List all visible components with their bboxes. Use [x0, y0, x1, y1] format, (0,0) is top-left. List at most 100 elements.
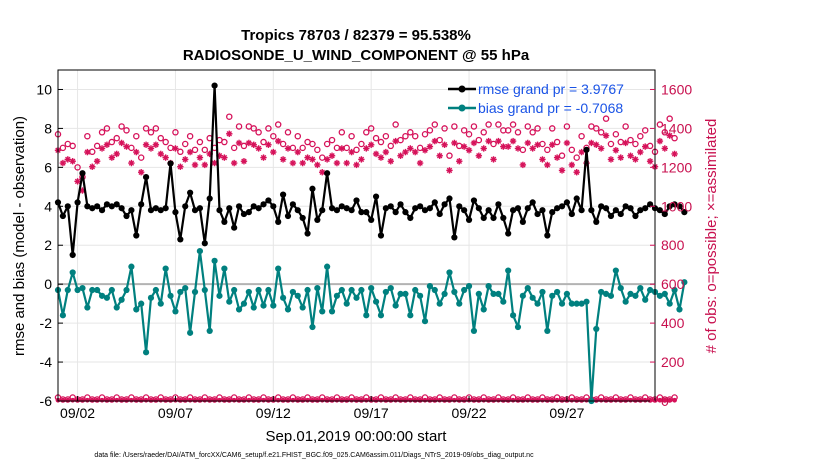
rmse-point [529, 199, 536, 206]
obs-possible-marker [113, 134, 120, 142]
obs-possible-marker [534, 125, 541, 132]
obs-assimilated-marker [304, 154, 311, 161]
obs-assimilated-marker [426, 143, 434, 150]
obs-assimilated-marker [177, 163, 184, 170]
obs-assimilated-low-marker [89, 397, 95, 403]
rmse-point [333, 207, 341, 214]
obs-assimilated-low-marker [500, 397, 506, 403]
bias-point [279, 294, 287, 301]
obs-possible-marker [133, 132, 140, 140]
obs-assimilated-low-marker [525, 397, 531, 403]
rmse-point [59, 212, 66, 220]
bias-point [265, 286, 272, 294]
obs-possible-marker [59, 144, 67, 152]
obs-assimilated-marker [128, 159, 135, 167]
rmse-point [475, 205, 482, 212]
bias-point [240, 300, 248, 307]
bias-point [250, 304, 257, 311]
obs-possible-marker [201, 146, 209, 154]
rmse-point [583, 146, 590, 153]
obs-possible-marker [309, 140, 316, 148]
rmse-point [607, 212, 615, 220]
rmse-point [539, 207, 546, 214]
obs-possible-marker [539, 140, 546, 148]
obs-assimilated-marker [118, 139, 125, 147]
bias-point [382, 288, 389, 296]
rmse-point [265, 197, 272, 204]
y-right-tick-label: 400 [661, 315, 685, 331]
bias-point [426, 283, 434, 290]
obs-assimilated-low-marker [427, 397, 433, 403]
obs-assimilated-marker [661, 145, 668, 152]
rmse-point [196, 205, 204, 212]
bias-point [431, 286, 438, 294]
obs-assimilated-low-marker [236, 397, 242, 403]
obs-assimilated-marker [142, 141, 150, 148]
obs-possible-marker [69, 142, 76, 150]
bias-point [558, 300, 566, 307]
obs-assimilated-low-marker [295, 397, 301, 403]
obs-possible-marker [460, 127, 468, 134]
y-right-tick-label: 1600 [661, 81, 692, 97]
bias-point [397, 290, 404, 298]
rmse-point [338, 203, 345, 210]
bias-point [245, 288, 252, 296]
bias-point [607, 292, 615, 299]
bias-point [485, 283, 492, 290]
rmse-point [103, 201, 111, 208]
obs-assimilated-marker [235, 139, 243, 147]
rmse-point [666, 203, 673, 210]
obs-possible-marker [255, 129, 262, 136]
rmse-point [617, 210, 624, 218]
rmse-point [637, 207, 644, 214]
obs-assimilated-marker [157, 150, 164, 158]
obs-assimilated-low-marker [290, 397, 296, 403]
obs-assimilated-low-marker [177, 397, 183, 403]
obs-assimilated-low-marker [217, 397, 222, 403]
rmse-point [505, 230, 512, 237]
bias-point [470, 327, 478, 335]
obs-possible-marker [568, 146, 576, 154]
obs-assimilated-low-marker [451, 397, 457, 403]
obs-assimilated-low-marker [197, 397, 203, 403]
obs-assimilated-marker [260, 154, 267, 161]
y-right-tick-label: 1000 [661, 198, 692, 214]
obs-assimilated-low-marker [549, 397, 555, 403]
obs-possible-marker [250, 125, 257, 132]
bias-point [333, 292, 341, 299]
obs-possible-marker [578, 132, 585, 140]
obs-assimilated-marker [240, 158, 248, 165]
obs-assimilated-low-marker [618, 397, 624, 403]
obs-possible-marker [387, 142, 395, 150]
bias-point [167, 292, 174, 299]
obs-possible-marker [328, 136, 336, 144]
obs-assimilated-low-marker [329, 397, 335, 403]
rmse-point [275, 218, 282, 225]
obs-assimilated-marker [402, 148, 409, 156]
obs-possible-marker [191, 146, 199, 154]
rmse-point [294, 207, 301, 214]
bias-point [284, 306, 292, 313]
obs-assimilated-low-marker [300, 397, 306, 403]
obs-assimilated-marker [137, 169, 145, 176]
obs-assimilated-low-marker [266, 397, 271, 403]
obs-possible-marker [338, 129, 346, 136]
rmse-point [681, 209, 688, 216]
bias-point [495, 290, 502, 298]
obs-assimilated-marker [323, 156, 331, 163]
obs-assimilated-marker [328, 152, 336, 159]
bias-point [583, 298, 590, 305]
rmse-point [407, 214, 414, 222]
obs-assimilated-low-marker [202, 397, 208, 403]
obs-assimilated-marker [64, 156, 71, 163]
obs-assimilated-marker [93, 158, 101, 165]
rmse-point [98, 207, 106, 214]
obs-possible-marker [441, 125, 448, 132]
obs-possible-marker [93, 142, 101, 150]
bias-point [177, 288, 184, 296]
obs-possible-marker [597, 129, 605, 136]
obs-assimilated-marker [666, 132, 673, 139]
bias-point [235, 306, 243, 313]
bias-point [412, 286, 419, 294]
plot-frame [57, 69, 656, 402]
